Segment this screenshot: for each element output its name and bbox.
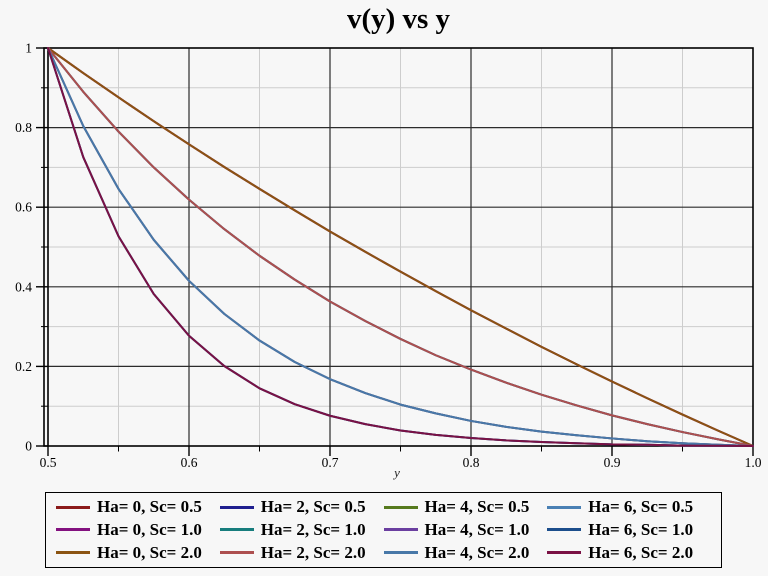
legend-swatch	[56, 551, 90, 555]
y-tick-label: 0	[25, 439, 32, 454]
legend-swatch	[547, 528, 582, 532]
y-tick-label: 0.2	[15, 359, 32, 374]
legend-item: Ha= 6, Sc= 0.5	[547, 497, 711, 517]
chart-title: v(y) vs y	[346, 3, 451, 35]
x-tick-label: 0.8	[463, 455, 480, 470]
y-tick-label: 0.4	[15, 279, 32, 294]
legend-item: Ha= 0, Sc= 1.0	[56, 520, 220, 540]
legend-item-label: Ha= 4, Sc= 2.0	[424, 542, 530, 562]
x-tick-label: 0.9	[604, 455, 621, 470]
curve-ha0-sc2.0	[47, 47, 754, 447]
plot-area: 0.5 0.6 0.7 0.8 0.9 1.0 0 0.2 0.4 0.6 0.8 1 y	[15, 41, 762, 481]
x-tick-label: 0.7	[322, 455, 339, 470]
x-tick-label: 1.0	[745, 455, 762, 470]
legend-swatch	[383, 551, 418, 555]
legend-item-label: Ha= 6, Sc= 2.0	[588, 542, 694, 562]
legend-swatch	[383, 528, 418, 532]
legend-item-label: Ha= 4, Sc= 0.5	[424, 497, 530, 517]
curve-ha4-sc2.0	[47, 47, 754, 447]
legend-swatch	[383, 505, 418, 509]
legend-item: Ha= 6, Sc= 2.0	[547, 543, 711, 563]
legend-swatch	[56, 528, 90, 532]
curve-ha2-sc2.0	[47, 47, 754, 447]
legend-item: Ha= 4, Sc= 1.0	[383, 519, 548, 540]
legend-item: Ha= 2, Sc= 2.0	[219, 542, 384, 563]
legend-item-label: Ha= 2, Sc= 2.0	[260, 542, 366, 562]
legend-item: Ha= 0, Sc= 2.0	[56, 543, 220, 563]
legend-item-label: Ha= 2, Sc= 1.0	[260, 519, 366, 539]
curve-ha6-sc2.0	[47, 47, 754, 447]
legend-swatch	[547, 551, 582, 555]
x-axis-label: y	[392, 465, 400, 480]
legend-swatch	[56, 505, 90, 509]
legend-item: Ha= 6, Sc= 1.0	[547, 520, 711, 540]
legend-item-label: Ha= 0, Sc= 0.5	[97, 497, 202, 517]
legend-swatch	[219, 528, 254, 532]
x-tick-label: 0.6	[181, 455, 198, 470]
legend-item: Ha= 4, Sc= 0.5	[383, 497, 548, 517]
x-tick-label: 0.5	[40, 455, 57, 470]
legend-item: Ha= 2, Sc= 0.5	[219, 497, 384, 517]
legend-item-label: Ha= 4, Sc= 1.0	[424, 519, 530, 539]
legend: Ha= 0, Sc= 0.5 Ha= 2, Sc= 0.5 Ha= 4, Sc= 0…	[45, 492, 722, 568]
legend-item: Ha= 0, Sc= 0.5	[56, 497, 220, 517]
legend-swatch	[547, 505, 582, 509]
legend-swatch	[219, 551, 254, 555]
legend-item: Ha= 4, Sc= 2.0	[383, 542, 548, 563]
legend-swatch	[219, 505, 254, 509]
y-tick-label: 1	[25, 41, 32, 56]
legend-item-label: Ha= 6, Sc= 0.5	[588, 497, 694, 517]
legend-item-label: Ha= 6, Sc= 1.0	[588, 519, 694, 539]
legend-item-label: Ha= 0, Sc= 1.0	[97, 519, 202, 539]
y-tick-label: 0.8	[15, 120, 32, 135]
legend-item: Ha= 2, Sc= 1.0	[219, 519, 384, 540]
legend-item-label: Ha= 0, Sc= 2.0	[97, 542, 202, 562]
y-tick-label: 0.6	[15, 200, 32, 215]
legend-item-label: Ha= 2, Sc= 0.5	[260, 497, 366, 517]
